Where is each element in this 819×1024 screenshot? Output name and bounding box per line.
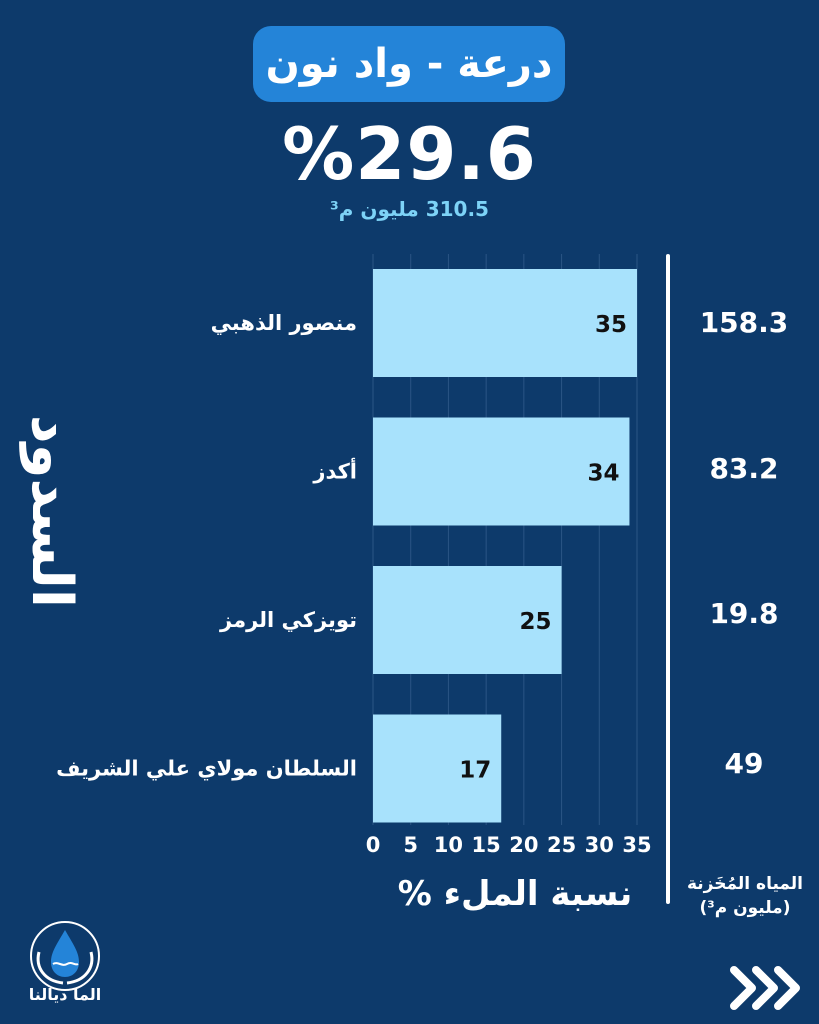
bar-value-label-4: 17 [459, 758, 491, 784]
stored-value-3: 19.8 [709, 597, 779, 630]
stored-column-title-line2: (مليون م³) [699, 898, 791, 918]
bar-3 [373, 566, 562, 674]
x-tick-label-3: 15 [472, 833, 501, 857]
stored-column-title-line1: المياه المُخَزنة [686, 874, 803, 894]
x-tick-label-2: 10 [434, 833, 463, 857]
water-drop-hands-icon [30, 921, 100, 991]
region-title: درعة - واد نون [265, 41, 553, 87]
bar-1 [373, 269, 637, 377]
stored-value-4: 49 [724, 747, 764, 780]
x-axis-title: نسبة الملء % [397, 874, 633, 914]
category-label-1: منصور الذهبي [211, 311, 357, 335]
x-tick-label-6: 30 [585, 833, 614, 857]
stored-value-1: 158.3 [699, 306, 789, 339]
stored-total: 310.5 مليون م³ [330, 197, 489, 221]
triple-chevron-right-icon[interactable] [728, 962, 804, 1014]
column-divider [666, 254, 670, 904]
category-label-2: أكدز [312, 457, 357, 484]
brand-name: الما ديالنا [28, 985, 102, 1004]
x-tick-label-4: 20 [509, 833, 538, 857]
bar-value-label-2: 34 [587, 461, 619, 487]
stored-column-title: المياه المُخَزنة (مليون م³) [678, 872, 812, 920]
fill-percentage: %29.6 [282, 112, 537, 196]
bar-4 [373, 714, 502, 823]
category-label-3: تويزكي الرمز [219, 608, 357, 632]
category-label-4: السلطان مولاي علي الشريف [56, 757, 357, 782]
bar-value-label-3: 25 [520, 609, 552, 635]
x-tick-label-0: 0 [366, 833, 381, 857]
region-title-pill: درعة - واد نون [253, 26, 565, 102]
x-tick-label-5: 25 [547, 833, 576, 857]
x-tick-label-7: 35 [622, 833, 651, 857]
bar-value-label-1: 35 [595, 312, 627, 338]
x-tick-label-1: 5 [403, 833, 418, 857]
bar-2 [373, 417, 630, 526]
stored-value-2: 83.2 [709, 452, 779, 485]
